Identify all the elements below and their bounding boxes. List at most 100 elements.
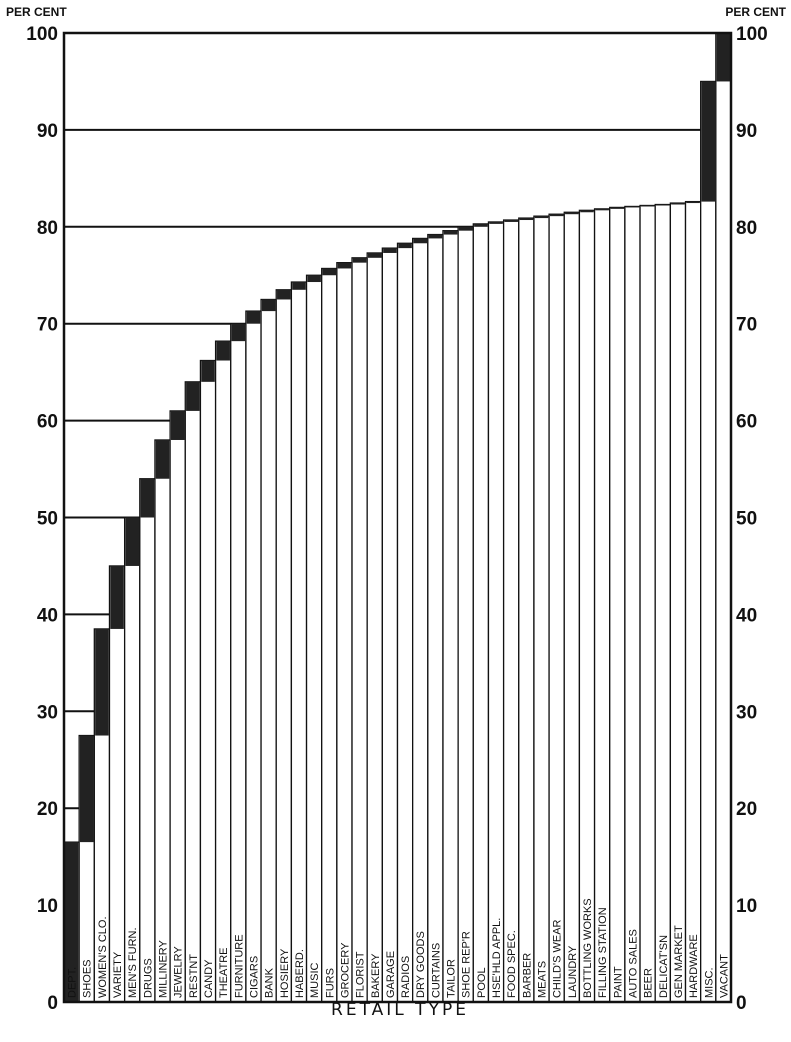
category-label: HOSIERY: [279, 948, 291, 998]
y-tick-right: 0: [736, 993, 747, 1014]
y-tick-right: 80: [736, 218, 757, 239]
increment-segment: [549, 214, 564, 217]
increment-segment: [64, 842, 79, 1002]
bar: [139, 478, 156, 1003]
category-label: HABERD.: [294, 949, 306, 998]
bar: [275, 289, 293, 1003]
increment-segment: [201, 360, 215, 382]
increment-segment: [565, 212, 579, 215]
y-tick-left: 50: [37, 509, 58, 530]
increment-segment: [292, 282, 306, 290]
increment-segment: [352, 257, 367, 263]
bar: [563, 211, 581, 1003]
category-label: LAUNDRY: [567, 945, 579, 998]
category-label: MEN'S FURN.: [127, 927, 139, 998]
category-label: FILLING STATION: [597, 907, 609, 998]
bar: [639, 204, 656, 1003]
bar: [578, 209, 596, 1003]
y-tick-left: 30: [37, 702, 58, 723]
bar: [199, 359, 217, 1003]
increment-segment: [216, 341, 230, 361]
bar: [442, 230, 459, 1003]
increment-segment: [170, 410, 185, 440]
y-tick-left: 10: [37, 896, 58, 917]
category-label: PAINT: [612, 966, 624, 998]
bar: [396, 242, 414, 1003]
category-label: BARBER: [521, 953, 533, 998]
category-label: RESTNT: [188, 954, 200, 998]
increment-segment: [428, 234, 443, 239]
increment-segment: [277, 289, 291, 300]
category-label: BEER: [643, 968, 655, 998]
bar: [593, 208, 611, 1003]
increment-segment: [186, 381, 200, 411]
category-label: DRUGS: [142, 958, 154, 998]
y-tick-right: 70: [736, 315, 757, 336]
increment-segment: [398, 243, 412, 249]
y-tick-right: 40: [736, 605, 757, 626]
increment-segment: [79, 735, 94, 843]
bar: [214, 340, 232, 1003]
bar: [169, 410, 186, 1003]
y-tick-right: 50: [736, 509, 757, 530]
bar: [518, 217, 535, 1003]
category-label: RADIOS: [400, 956, 412, 998]
increment-segment: [534, 216, 549, 219]
category-label: MILLINERY: [158, 939, 170, 998]
y-tick-left: 0: [47, 993, 58, 1014]
increment-segment: [610, 207, 625, 209]
increment-segment: [595, 208, 609, 211]
category-label: GARAGE: [385, 951, 397, 998]
plot-frame: [62, 31, 733, 1004]
category-label: THEATRE: [218, 947, 230, 998]
category-label: DRY GOODS: [415, 931, 427, 998]
category-label: VARIETY: [112, 951, 124, 998]
bar: [487, 221, 505, 1003]
y-tick-left: 80: [37, 218, 58, 239]
increment-segment: [307, 275, 321, 283]
increment-segment: [671, 203, 685, 205]
increment-segment: [231, 323, 246, 342]
bar: [669, 202, 687, 1003]
y-tick-right: 100: [736, 24, 768, 45]
category-label: VACANT: [718, 954, 730, 998]
category-label: HSE'HLD APPL.: [491, 918, 503, 998]
increment-segment: [322, 268, 337, 276]
category-label: CURTAINS: [430, 943, 442, 998]
bar: [108, 565, 126, 1003]
increment-segment: [261, 299, 276, 312]
category-label: JEWELRY: [173, 946, 185, 998]
category-label: DELICAT'SN: [658, 935, 670, 998]
category-label: BOTTLING WORKS: [582, 898, 594, 998]
bar: [245, 310, 262, 1003]
y-axis-label-right: PER CENT: [725, 5, 786, 19]
increment-segment: [504, 220, 518, 222]
y-tick-left: 100: [26, 24, 58, 45]
category-label: GROCERY: [339, 942, 351, 998]
bar: [715, 32, 732, 1003]
bar: [609, 206, 626, 1003]
y-tick-right: 90: [736, 121, 757, 142]
bar: [184, 381, 202, 1003]
y-axis-label-left: PER CENT: [6, 5, 67, 19]
bar: [381, 247, 399, 1003]
category-label: DEPT.: [67, 967, 79, 998]
increment-segment: [580, 210, 594, 213]
category-label: WOMEN'S CLO.: [97, 916, 109, 998]
increment-segment: [367, 252, 382, 258]
increment-segment: [701, 81, 716, 202]
y-tick-left: 20: [37, 799, 58, 820]
bar: [533, 215, 550, 1003]
y-tick-right: 60: [736, 412, 757, 433]
increment-segment: [474, 223, 488, 227]
bar: [154, 439, 171, 1003]
category-label: SHOE REP'R: [461, 931, 473, 998]
bar: [457, 226, 474, 1003]
bar: [472, 223, 490, 1003]
category-label: POOL: [476, 967, 488, 998]
category-label: FOOD SPEC.: [506, 930, 518, 998]
increment-segment: [716, 33, 731, 82]
increment-segment: [519, 218, 534, 221]
category-label: BAKERY: [370, 953, 382, 998]
bar: [684, 200, 702, 1003]
